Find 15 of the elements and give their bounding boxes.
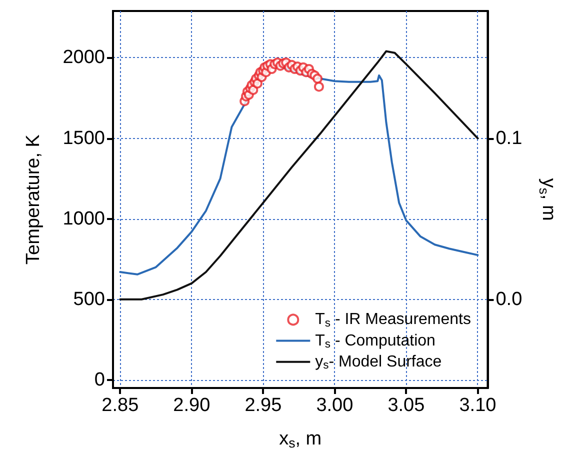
- x-tick-label: 2.90: [173, 395, 210, 416]
- x-tick-label: 3.05: [388, 395, 425, 416]
- y-tick-label: 1000: [62, 208, 105, 230]
- y2-axis-title: ys, m: [536, 178, 559, 221]
- y2-tick-label: 0.1: [496, 128, 522, 149]
- y-axis-title: Temperature, K: [23, 134, 44, 264]
- x-tick-label: 3.10: [459, 395, 496, 416]
- y-tick-label: 1500: [62, 128, 105, 149]
- y-tick-label: 0: [94, 369, 105, 390]
- x-tick-label: 2.95: [244, 395, 282, 416]
- x-tick-label: 2.85: [102, 395, 139, 416]
- y-tick-label: 500: [73, 288, 105, 310]
- y2-tick-label: 0.0: [496, 288, 522, 310]
- x-tick-label: 3.00: [316, 395, 354, 416]
- y-tick-label: 2000: [62, 47, 105, 68]
